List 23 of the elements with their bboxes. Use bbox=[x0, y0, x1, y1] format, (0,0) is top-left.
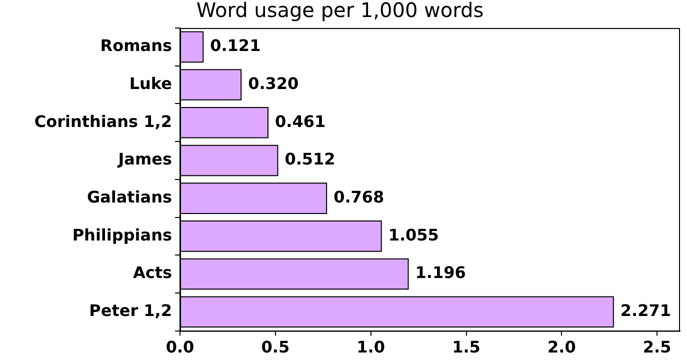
x-tick-label: 1.0 bbox=[356, 338, 386, 357]
x-tick-label: 0.0 bbox=[166, 338, 194, 357]
data-label: 1.196 bbox=[415, 263, 466, 282]
y-tick-label: Acts bbox=[132, 263, 172, 282]
data-label: 2.271 bbox=[620, 301, 672, 320]
data-label: 0.121 bbox=[210, 36, 261, 56]
x-tick-label: 2.0 bbox=[548, 338, 576, 357]
y-tick-label: Corinthians 1,2 bbox=[34, 112, 172, 131]
x-tick-label: 0.5 bbox=[261, 338, 290, 357]
data-label: 0.768 bbox=[334, 187, 384, 206]
data-label: 1.055 bbox=[388, 225, 439, 244]
x-tick-label: 2.5 bbox=[642, 338, 672, 357]
y-tick-label: Galatians bbox=[86, 187, 172, 206]
y-tick-label: Philippians bbox=[72, 225, 172, 244]
y-tick-label: Romans bbox=[100, 36, 172, 56]
chart-title: Word usage per 1,000 words bbox=[196, 0, 484, 22]
y-tick-label: James bbox=[117, 150, 172, 169]
data-label: 0.320 bbox=[248, 74, 299, 93]
y-tick-label: Peter 1,2 bbox=[89, 301, 172, 320]
data-label: 0.512 bbox=[284, 150, 336, 169]
data-label: 0.461 bbox=[274, 112, 326, 131]
x-tick-label: 1.5 bbox=[452, 338, 480, 357]
y-tick-label: Luke bbox=[129, 74, 172, 93]
